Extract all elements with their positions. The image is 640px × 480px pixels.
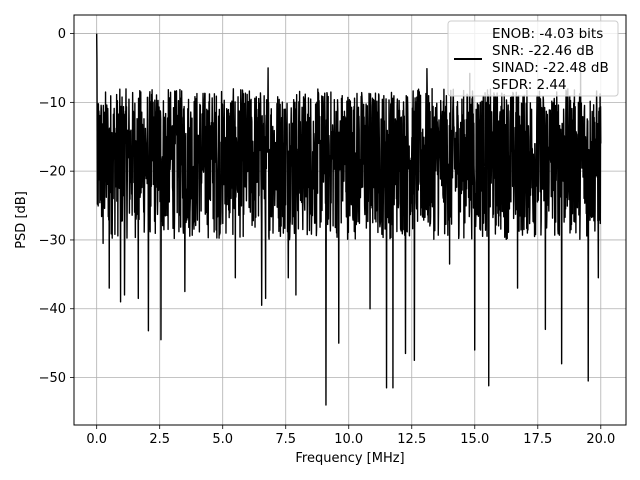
y-tick-label: −20	[39, 165, 66, 180]
plot-frame	[73, 14, 627, 426]
legend-sfdr: SFDR: 2.44	[492, 77, 567, 93]
x-tick-label: 12.5	[397, 432, 426, 447]
x-tick-label: 17.5	[523, 432, 552, 447]
y-tick-label: −30	[39, 233, 66, 248]
legend-enob: ENOB: -4.03 bits	[492, 26, 603, 42]
y-tick-label: −40	[39, 302, 66, 317]
legend: ENOB: -4.03 bits SNR: -22.46 dB SINAD: -…	[447, 20, 619, 97]
y-tick-label: 0	[58, 27, 66, 42]
x-tick-label: 15.0	[460, 432, 489, 447]
y-tick-label: −50	[39, 371, 66, 386]
x-axis-label: Frequency [MHz]	[295, 451, 404, 466]
series-group	[95, 33, 602, 406]
x-tick-label: 5.0	[212, 432, 233, 447]
x-tick-label: 20.0	[586, 432, 615, 447]
legend-box	[447, 20, 619, 97]
x-tick-label: 10.0	[334, 432, 363, 447]
y-axis-label: PSD [dB]	[14, 191, 29, 249]
legend-snr: SNR: -22.46 dB	[492, 43, 594, 59]
legend-sinad: SINAD: -22.48 dB	[492, 60, 609, 76]
x-tick-label: 7.5	[275, 432, 296, 447]
y-axis: 0 −10 −20 −30 −40 −50	[39, 27, 74, 386]
x-axis: 0.0 2.5 5.0 7.5 10.0 12.5 15.0 17.5 20.0	[86, 425, 615, 447]
psd-series-line	[95, 33, 602, 406]
x-tick-label: 2.5	[149, 432, 170, 447]
x-tick-label: 0.0	[86, 432, 107, 447]
y-tick-label: −10	[39, 96, 66, 111]
